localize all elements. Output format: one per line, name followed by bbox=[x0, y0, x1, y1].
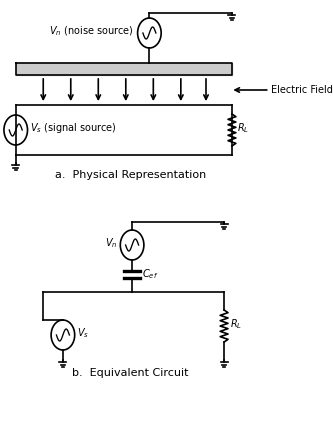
Text: $C_{ef}$: $C_{ef}$ bbox=[142, 267, 159, 281]
Text: b.  Equivalent Circuit: b. Equivalent Circuit bbox=[72, 368, 189, 378]
Text: $V_s$ (signal source): $V_s$ (signal source) bbox=[30, 121, 117, 135]
Text: $V_s$: $V_s$ bbox=[77, 326, 89, 340]
Text: Electric Field: Electric Field bbox=[271, 85, 333, 95]
Text: $R_L$: $R_L$ bbox=[229, 317, 242, 331]
Text: a.  Physical Representation: a. Physical Representation bbox=[55, 170, 206, 180]
Text: $V_n$: $V_n$ bbox=[106, 236, 118, 250]
Polygon shape bbox=[16, 63, 232, 75]
Text: $V_n$ (noise source): $V_n$ (noise source) bbox=[49, 24, 134, 38]
Text: $R_L$: $R_L$ bbox=[237, 121, 250, 135]
